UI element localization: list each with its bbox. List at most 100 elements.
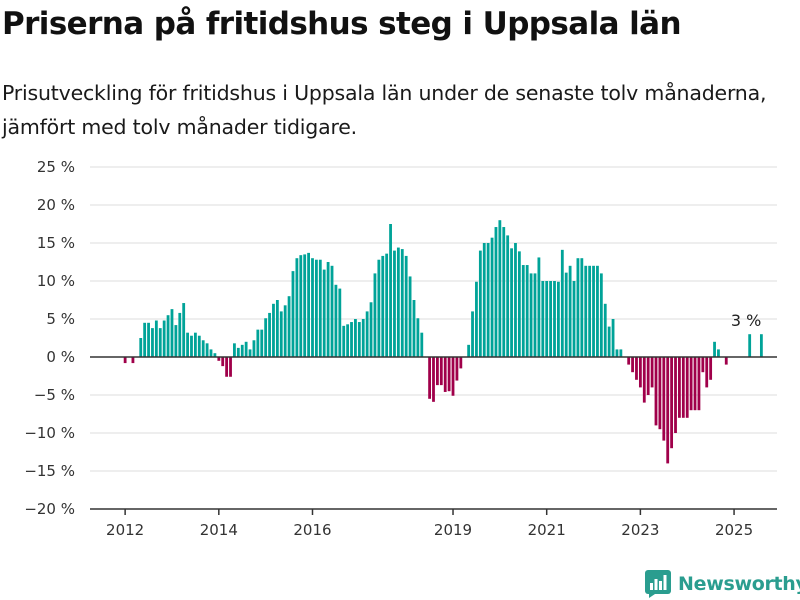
bar	[143, 322, 147, 357]
bar	[642, 357, 646, 403]
bar	[307, 252, 310, 357]
annotations: 3 %	[731, 311, 761, 330]
bar	[225, 357, 229, 377]
bar	[502, 227, 506, 357]
bar	[400, 249, 404, 357]
bar	[346, 324, 350, 357]
bar	[459, 357, 463, 369]
bar	[599, 273, 603, 357]
bar	[611, 319, 615, 357]
bar	[268, 312, 271, 357]
bar	[166, 315, 170, 357]
bar	[260, 329, 264, 357]
bar	[701, 357, 705, 373]
bar	[514, 243, 517, 357]
bar	[357, 322, 361, 357]
bar	[564, 272, 568, 357]
y-tick-label: 0 %	[46, 348, 75, 366]
bar	[322, 269, 326, 357]
bar	[162, 320, 166, 357]
bar	[681, 357, 685, 418]
bar	[236, 347, 240, 357]
bar	[541, 281, 545, 357]
bar	[619, 349, 623, 357]
bar	[233, 343, 236, 357]
bar	[217, 357, 221, 361]
bar	[603, 303, 607, 357]
bar	[389, 224, 392, 357]
bar	[279, 311, 283, 357]
bar	[377, 259, 381, 357]
y-tick-label: −10 %	[24, 424, 75, 442]
x-axis-ticks: 2012 2014 2016 2019 2021 2023 2025	[106, 509, 753, 539]
bar	[490, 237, 494, 357]
bar	[201, 340, 205, 357]
bar	[213, 353, 217, 357]
bar	[283, 305, 287, 357]
bar	[475, 281, 478, 357]
bar	[646, 357, 650, 395]
bar-chart-logo-icon	[645, 570, 671, 598]
x-tick-label: 2012	[106, 521, 144, 539]
bar	[537, 257, 541, 357]
bar	[443, 357, 447, 392]
bar	[666, 357, 670, 464]
bar	[674, 357, 677, 433]
y-tick-label: −15 %	[24, 462, 75, 480]
bar	[576, 258, 580, 357]
bar	[170, 309, 174, 357]
y-tick-label: −5 %	[34, 386, 75, 404]
bar	[197, 335, 201, 357]
bar	[631, 357, 634, 373]
bar	[693, 357, 697, 411]
bar	[478, 250, 482, 357]
bar	[447, 357, 451, 392]
bar	[697, 357, 701, 411]
bar	[182, 303, 186, 357]
bar	[291, 271, 295, 357]
bar	[498, 220, 502, 357]
bar	[724, 357, 728, 365]
chart-title: Priserna på fritidshus steg i Uppsala lä…	[2, 6, 682, 42]
bar	[365, 311, 369, 357]
bar	[369, 302, 373, 357]
bar	[123, 357, 127, 364]
bar	[338, 288, 342, 357]
axes	[90, 356, 777, 510]
bar	[557, 281, 560, 357]
bar	[533, 273, 537, 357]
bar	[439, 357, 443, 386]
bar	[416, 318, 420, 357]
x-tick-label: 2023	[621, 521, 659, 539]
annotation-label: 3 %	[731, 311, 761, 330]
bar	[517, 251, 521, 357]
bar	[549, 281, 553, 357]
bar	[658, 357, 662, 430]
bar	[596, 265, 599, 357]
y-tick-label: −20 %	[24, 500, 75, 518]
bar	[482, 243, 486, 357]
y-tick-label: 15 %	[37, 234, 75, 252]
bar	[311, 258, 314, 357]
bar	[131, 357, 135, 364]
bar	[467, 344, 471, 357]
bar	[342, 325, 346, 357]
bar	[588, 265, 592, 357]
y-tick-label: 5 %	[46, 310, 75, 328]
y-tick-label: 25 %	[37, 158, 75, 176]
bar	[205, 343, 209, 357]
bar	[303, 254, 307, 357]
bar	[627, 357, 631, 365]
bar	[154, 320, 158, 357]
bar	[685, 357, 689, 418]
x-tick-label: 2019	[434, 521, 472, 539]
bar	[592, 265, 595, 357]
bar	[678, 357, 681, 418]
bar	[709, 357, 713, 380]
bar	[229, 357, 232, 377]
x-tick-label: 2025	[715, 521, 753, 539]
y-tick-label: 20 %	[37, 196, 75, 214]
bar	[158, 328, 162, 357]
x-tick-label: 2014	[200, 521, 238, 539]
bar	[186, 332, 189, 357]
